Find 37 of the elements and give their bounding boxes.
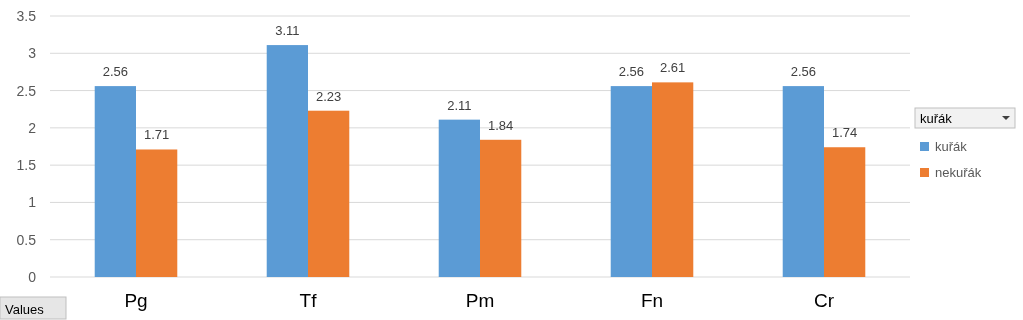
data-label: 2.11 [447,97,472,113]
y-tick-label: 1 [28,194,37,211]
legend-label: kuřák [935,139,968,154]
text: Values [5,302,45,317]
x-tick-label: Tf [299,290,318,311]
bar [308,110,350,277]
bar [480,139,522,277]
bar [782,86,824,277]
bar [266,45,308,277]
y-tick-label: 3 [28,45,37,62]
bar [652,82,694,277]
bar [136,149,178,277]
y-tick-label: 0.5 [16,231,37,248]
data-label: 2.23 [315,88,342,104]
bar [94,86,136,277]
bar [824,147,866,277]
x-tick-label: Pg [124,290,148,311]
x-tick-label: Fn [640,290,664,311]
legend-label: nekuřák [935,165,982,180]
x-tick-label: Pm [465,290,495,311]
data-label: 2.61 [659,60,686,76]
y-tick-label: 0 [28,269,37,285]
x-tick-label: Cr [813,290,835,311]
data-label: 1.71 [143,127,170,143]
data-label: 2.56 [102,64,129,80]
legend-title: kuřák [920,111,953,126]
data-label: 1.74 [831,125,858,141]
bar [438,119,480,277]
y-tick-label: 2 [28,119,37,136]
data-label: 3.11 [275,23,300,39]
y-tick-label: 2.5 [16,82,37,99]
data-label: 2.56 [618,64,645,80]
data-label: 1.84 [487,117,514,133]
y-tick-label: 3.5 [16,8,37,24]
bar [610,86,652,277]
y-tick-label: 1.5 [16,157,37,174]
data-label: 2.56 [790,64,817,80]
